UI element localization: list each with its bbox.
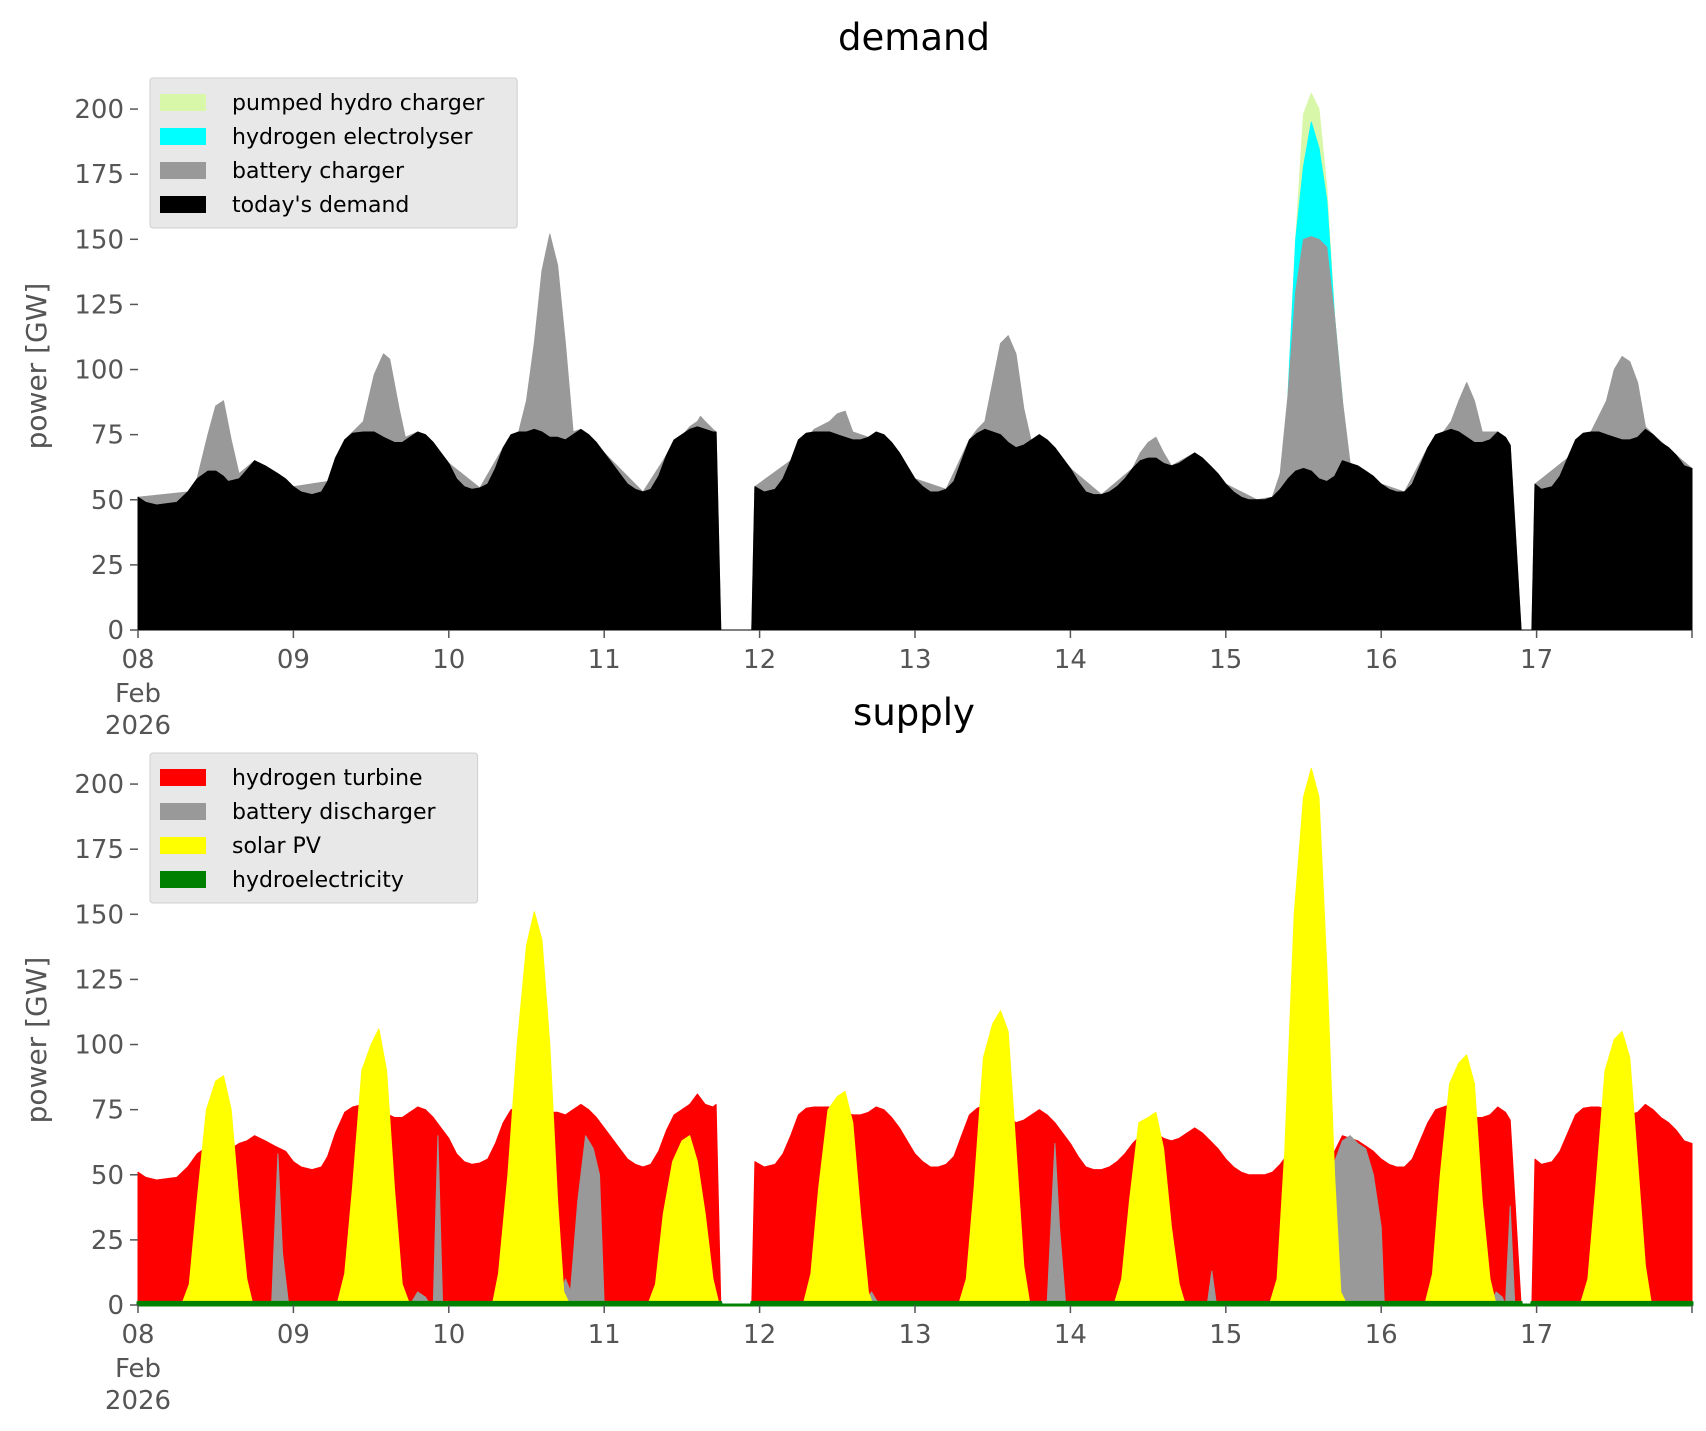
demand-legend-box — [149, 77, 518, 229]
supply-xtick-label: 13 — [898, 1320, 931, 1350]
supply-xtick-label: 15 — [1209, 1320, 1242, 1350]
supply-ytick-label: 100 — [74, 1031, 124, 1061]
supply-axes: 0 25 50 75 100 125 150 175 200 08 09 10 11 12 13 14 15 16… — [74, 770, 1693, 1416]
supply-ylabel: power [GW] — [20, 957, 53, 1124]
demand-legend-swatch-pumped-hydro-charger — [160, 94, 206, 111]
demand-ytick-label: 200 — [74, 95, 124, 125]
supply-ytick-label: 25 — [91, 1226, 124, 1256]
demand-ytick-label: 150 — [74, 225, 124, 255]
supply-ytick-label: 75 — [91, 1096, 124, 1126]
supply-legend-swatch-hydroelectricity — [160, 871, 206, 888]
supply-legend: hydrogen turbine battery discharger solar … — [149, 752, 479, 904]
supply-area-solar-pv-1 — [181, 1075, 254, 1306]
demand-xtick-label: 09 — [277, 645, 310, 675]
supply-legend-box — [149, 752, 479, 904]
supply-ytick-label: 200 — [74, 770, 124, 800]
demand-xtick-label: 14 — [1054, 645, 1087, 675]
demand-title: demand — [838, 16, 990, 59]
supply-title: supply — [853, 691, 975, 734]
demand-panel: demand power [GW] 0 25 50 75 100 125 150 175 200… — [20, 16, 1693, 741]
supply-area-solar-pv-8 — [1268, 767, 1348, 1306]
demand-axes: 0 25 50 75 100 125 150 175 200 08 09 10 11 12 13 14 15 16… — [74, 95, 1693, 741]
supply-legend-label-battery-discharger: battery discharger — [232, 800, 437, 825]
supply-area-solar-pv-10 — [1579, 1031, 1653, 1306]
supply-area-solar-pv-3 — [491, 911, 571, 1306]
demand-ytick-label: 175 — [74, 160, 124, 190]
supply-area-solar-pv-4 — [647, 1135, 720, 1306]
supply-area-solar-pv-9 — [1424, 1054, 1497, 1306]
supply-xtick-label: 16 — [1365, 1320, 1398, 1350]
supply-xtick-sublabel-2026: 2026 — [105, 1386, 171, 1416]
demand-ytick-label: 75 — [91, 421, 124, 451]
demand-xtick-label: 10 — [432, 645, 465, 675]
supply-ytick-label: 150 — [74, 900, 124, 930]
demand-legend-label-pumped-hydro-charger: pumped hydro charger — [232, 91, 485, 116]
supply-xtick-label: 17 — [1520, 1320, 1553, 1350]
demand-xtick-label: 15 — [1209, 645, 1242, 675]
supply-xtick-label: 14 — [1054, 1320, 1087, 1350]
demand-xtick-label: 16 — [1365, 645, 1398, 675]
demand-xtick-sublabel-feb: Feb — [115, 679, 161, 709]
demand-legend: pumped hydro charger hydrogen electrolyse… — [149, 77, 518, 229]
supply-legend-label-solar-pv: solar PV — [232, 834, 321, 859]
demand-xtick-label: 11 — [588, 645, 621, 675]
supply-area-battery-discharger-5 — [564, 1135, 605, 1306]
supply-legend-swatch-hydrogen-turbine — [160, 769, 206, 786]
supply-ytick-label: 125 — [74, 965, 124, 995]
demand-legend-swatch-battery-charger — [160, 162, 206, 179]
demand-xtick-label: 12 — [743, 645, 776, 675]
supply-area-solar-pv-2 — [336, 1028, 411, 1306]
supply-legend-label-hydroelectricity: hydroelectricity — [232, 868, 404, 893]
supply-area-solar-pv-5 — [802, 1090, 874, 1306]
demand-ytick-label: 25 — [91, 551, 124, 581]
supply-xtick-sublabel-feb: Feb — [115, 1354, 161, 1384]
demand-legend-label-today-s-demand: today's demand — [232, 193, 409, 218]
supply-xtick-label: 08 — [121, 1320, 154, 1350]
demand-legend-swatch-hydrogen-electrolyser — [160, 128, 206, 145]
supply-ytick-label: 175 — [74, 835, 124, 865]
demand-ytick-label: 50 — [91, 486, 124, 516]
supply-legend-label-hydrogen-turbine: hydrogen turbine — [232, 766, 423, 791]
supply-area-solar-pv-7 — [1113, 1111, 1186, 1306]
supply-legend-swatch-battery-discharger — [160, 803, 206, 820]
demand-legend-swatch-today-s-demand — [160, 196, 206, 213]
supply-area-battery-discharger-9 — [1326, 1135, 1385, 1306]
demand-legend-label-battery-charger: battery charger — [232, 159, 405, 184]
supply-xtick-label: 11 — [588, 1320, 621, 1350]
demand-ytick-label: 125 — [74, 290, 124, 320]
demand-plot-area — [137, 92, 1693, 631]
supply-xtick-label: 12 — [743, 1320, 776, 1350]
supply-area-hydroelectricity — [136, 1300, 1694, 1307]
demand-xtick-sublabel-2026: 2026 — [105, 711, 171, 741]
demand-ytick-label: 100 — [74, 356, 124, 386]
demand-xtick-label: 13 — [898, 645, 931, 675]
demand-legend-label-hydrogen-electrolyser: hydrogen electrolyser — [232, 125, 473, 150]
supply-legend-swatch-solar-pv — [160, 837, 206, 854]
supply-xtick-label: 09 — [277, 1320, 310, 1350]
supply-xtick-label: 10 — [432, 1320, 465, 1350]
supply-area-solar-pv-6 — [958, 1010, 1031, 1306]
demand-area-today-s-demand — [137, 426, 1693, 631]
demand-xtick-label: 17 — [1520, 645, 1553, 675]
demand-ytick-label: 0 — [107, 616, 124, 646]
supply-ytick-label: 0 — [107, 1291, 124, 1321]
supply-ytick-label: 50 — [91, 1161, 124, 1191]
supply-plot-area — [136, 767, 1694, 1307]
supply-panel: supply power [GW] 0 25 50 75 100 125 150 175 200… — [20, 691, 1694, 1416]
demand-xtick-label: 08 — [121, 645, 154, 675]
demand-ylabel: power [GW] — [20, 283, 53, 450]
